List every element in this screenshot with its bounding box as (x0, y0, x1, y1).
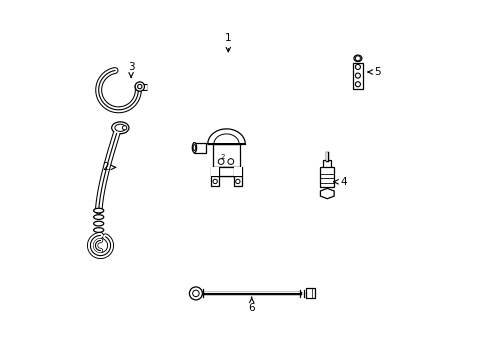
Polygon shape (320, 188, 333, 199)
Text: 3: 3 (127, 62, 134, 77)
Bar (213, 144, 240, 167)
Bar (194, 143, 205, 153)
Ellipse shape (94, 215, 103, 219)
Ellipse shape (94, 208, 103, 213)
Ellipse shape (111, 122, 129, 134)
Ellipse shape (193, 145, 195, 150)
Circle shape (192, 290, 199, 297)
Circle shape (218, 159, 224, 165)
Circle shape (355, 82, 360, 87)
Polygon shape (207, 129, 244, 144)
Bar (233, 176, 241, 186)
Circle shape (122, 126, 126, 130)
Text: 2: 2 (220, 154, 224, 160)
Circle shape (137, 84, 142, 89)
Bar (211, 176, 219, 186)
Circle shape (135, 82, 144, 91)
Text: 5: 5 (367, 67, 380, 77)
Circle shape (235, 179, 240, 184)
Circle shape (227, 159, 233, 165)
Bar (219, 167, 233, 176)
Ellipse shape (353, 55, 361, 62)
Ellipse shape (192, 143, 196, 153)
Circle shape (213, 179, 217, 184)
Bar (211, 167, 219, 176)
Bar (323, 160, 330, 168)
Text: 1: 1 (224, 33, 231, 52)
Circle shape (355, 73, 360, 78)
Text: 4: 4 (333, 177, 346, 187)
Text: 2: 2 (102, 162, 115, 172)
Bar (211, 167, 241, 176)
Circle shape (355, 56, 360, 61)
Bar (305, 288, 314, 298)
Bar (233, 167, 241, 176)
Bar (320, 167, 333, 187)
Circle shape (355, 64, 360, 69)
Bar (352, 63, 363, 89)
Ellipse shape (115, 124, 125, 131)
Ellipse shape (94, 221, 103, 226)
Ellipse shape (94, 228, 103, 233)
Circle shape (189, 287, 202, 300)
Text: 6: 6 (248, 297, 254, 313)
